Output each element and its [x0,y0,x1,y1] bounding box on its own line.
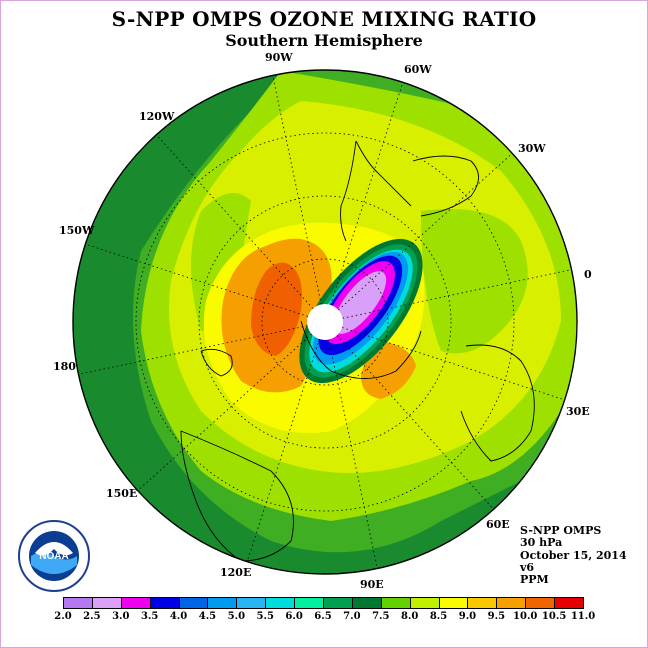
colorbar-tick-label: 5.5 [256,611,274,622]
colorbar-swatch [380,597,411,609]
lon-label-60w: 60W [404,63,432,76]
colorbar-tick-label: 2.5 [83,611,101,622]
noaa-logo: NOAA [18,520,90,592]
colorbar-swatch [409,597,440,609]
meridian-line [78,321,326,375]
lon-label-60e: 60E [486,518,510,531]
australia-coast [180,430,294,562]
map-title: S-NPP OMPS OZONE MIXING RATIO [111,7,537,31]
lon-label-120w: 120W [139,110,175,123]
vortex-level-2-5 [333,271,387,334]
lon-label-0: 0 [584,268,592,281]
colorbar-swatch [207,597,238,609]
info-date: October 15, 2014 [520,548,627,562]
ozone-contours [73,70,577,574]
colorbar-swatch [63,597,93,609]
colorbar-swatch [265,597,296,609]
meridian-line [324,269,572,323]
colorbar-swatch [351,597,382,609]
svg-text:NOAA: NOAA [39,551,68,562]
lon-label-150e: 150E [106,487,138,500]
colorbar-tick-label: 6.0 [285,611,303,622]
antarctica-coast [300,320,422,379]
meridian-line [85,243,326,323]
colorbar-swatch [294,597,325,609]
lon-label-180: 180 [53,360,76,373]
colorbar-swatch [438,597,469,609]
colorbar-swatch [323,597,353,609]
colorbar-tick-label: 2.0 [54,611,72,622]
colorbar-swatch [467,597,498,609]
lon-label-90w: 90W [265,51,293,64]
colorbar-labels: 2.0 2.5 3.0 3.5 4.0 4.5 5.0 5.5 6.0 6.5 7.0 7.5 8.0 8… [54,611,595,625]
colorbar [63,597,585,609]
meridian-line [272,75,326,323]
lon-label-30e: 30E [566,405,590,418]
ozone-level-9-0-east [361,341,416,399]
colorbar-tick-label: 10.0 [513,611,538,622]
colorbar-swatch [120,597,151,609]
info-level: 30 hPa [520,536,563,550]
latitude-circle-2 [198,195,452,449]
pole-no-data [307,304,343,340]
colorbar-tick-label: 8.0 [400,611,419,622]
colorbar-swatch [178,597,209,609]
colorbar-tick-label: 4.5 [198,611,217,622]
meridian-line [156,134,326,323]
meridian-line [137,321,326,491]
latitude-circle-1 [261,258,389,386]
colorbar-tick-label: 10.5 [541,611,567,622]
colorbar-tick-label: 3.5 [140,611,159,622]
colorbar-tick-label: 9.5 [487,611,506,622]
map-subtitle: Southern Hemisphere [225,31,423,50]
meridian-line [324,321,378,569]
colorbar-tick-label: 3.0 [112,611,130,622]
meridian-line [324,321,494,510]
colorbar-swatch [496,597,527,609]
meridian-line [246,321,326,562]
map-boundary [72,69,578,575]
meridian-line [324,153,513,323]
colorbar-swatch [236,597,267,609]
colorbar-tick-label: 6.5 [314,611,332,622]
colorbar-tick-label: 11.0 [570,611,596,622]
colorbar-tick-label: 5.0 [227,611,246,622]
colorbar-swatch [91,597,122,609]
ozone-level-7-5-lobe [421,209,528,354]
colorbar-tick-label: 4.0 [169,611,188,622]
meridian-line [324,82,404,323]
colorbar-tick-label: 7.0 [343,611,361,622]
lon-label-90e: 90E [360,578,384,591]
meridian-line [324,321,565,401]
info-version: v6 [520,560,535,574]
ozone-level-9-5 [251,262,302,356]
island-coast [200,348,233,377]
lon-label-120e: 120E [220,566,252,579]
colorbar-swatch [525,597,556,609]
info-instrument: S-NPP OMPS [520,524,602,537]
south-america-coast [340,140,412,242]
latitude-circle-3 [135,132,515,512]
colorbar-tick-label: 7.5 [372,611,390,622]
meridians [78,75,572,569]
africa-coast [460,344,535,462]
coastlines [180,140,535,562]
lon-label-150w: 150W [59,224,95,237]
colorbar-swatch [149,597,180,609]
graticule [78,75,572,569]
colorbar-tick-label: 8.5 [429,611,448,622]
info-units: PPM [520,573,549,587]
south-atlantic-coast [412,155,479,217]
colorbar-swatch [554,597,585,609]
colorbar-tick-label: 9.0 [458,611,477,622]
lon-label-30w: 30W [518,142,546,155]
info-panel: S-NPP OMPS 30 hPa October 15, 2014 v6 PP… [520,524,627,587]
polar-vortex [299,238,423,384]
